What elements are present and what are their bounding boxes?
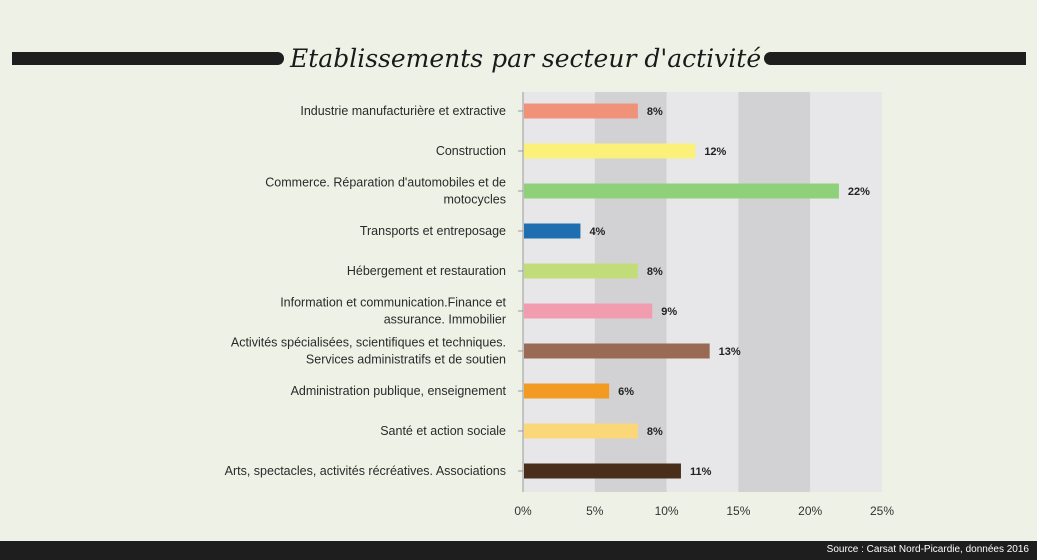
category-label: Information et communication.Finance et a… xyxy=(280,296,506,327)
x-tick-label: 15% xyxy=(726,504,750,518)
x-tick-label: 10% xyxy=(655,504,679,518)
x-tick-label: 5% xyxy=(586,504,604,518)
chart-title: Etablissements par secteur d'activité xyxy=(290,44,762,73)
bar xyxy=(524,303,653,319)
category-label: Administration publique, enseignement xyxy=(291,384,507,398)
title-rule-left xyxy=(12,52,284,65)
bar xyxy=(524,263,638,279)
value-label: 4% xyxy=(589,226,605,238)
value-label: 8% xyxy=(647,266,663,278)
category-label: Construction xyxy=(436,144,506,158)
value-label: 13% xyxy=(719,346,741,358)
category-label: Arts, spectacles, activités récréatives.… xyxy=(225,464,506,478)
value-label: 6% xyxy=(618,386,634,398)
category-label-line: Santé et action sociale xyxy=(380,424,506,438)
category-label: Industrie manufacturière et extractive xyxy=(300,104,506,118)
grid-band xyxy=(738,92,811,492)
category-labels: Industrie manufacturière et extractive Co… xyxy=(225,104,507,478)
x-tick-label: 25% xyxy=(870,504,894,518)
grid-band xyxy=(666,92,739,492)
x-tick-labels: 0% 5% 10% 15% 20% 25% xyxy=(514,504,894,518)
category-label: Santé et action sociale xyxy=(380,424,506,438)
title-bar: Etablissements par secteur d'activité xyxy=(0,42,1037,76)
footer-bar: Source : Carsat Nord-Picardie, données 2… xyxy=(0,541,1037,560)
category-label-line: Activités spécialisées, scientifiques et… xyxy=(231,336,506,350)
bar xyxy=(524,143,696,159)
category-label-line: Hébergement et restauration xyxy=(347,264,506,278)
bar xyxy=(524,223,581,239)
value-label: 8% xyxy=(647,426,663,438)
value-label: 12% xyxy=(704,146,726,158)
value-labels: 8% 12% 22% 4% 8% 9% 13% 6% 8% 11% xyxy=(589,106,870,478)
value-label: 8% xyxy=(647,106,663,118)
category-label-line: Information et communication.Finance et xyxy=(280,296,506,310)
bar xyxy=(524,103,638,119)
x-tick-label: 0% xyxy=(514,504,532,518)
category-label-line: Arts, spectacles, activités récréatives.… xyxy=(225,464,506,478)
category-label-line: assurance. Immobilier xyxy=(384,313,506,327)
category-label-line: Services administratifs et de soutien xyxy=(306,353,506,367)
bar-chart: 8% 12% 22% 4% 8% 9% 13% 6% 8% 11% Industrie manuf… xyxy=(225,92,894,518)
category-label: Transports et entreposage xyxy=(360,224,506,238)
category-label-line: motocycles xyxy=(443,193,506,207)
value-label: 11% xyxy=(690,466,712,478)
category-label: Commerce. Réparation d'automobiles et de… xyxy=(265,176,506,207)
value-label: 9% xyxy=(661,306,677,318)
source-note: Source : Carsat Nord-Picardie, données 2… xyxy=(826,544,1029,555)
category-label: Activités spécialisées, scientifiques et… xyxy=(231,336,506,367)
title-rule-right xyxy=(764,52,1026,65)
grid-band xyxy=(810,92,882,492)
category-label-line: Construction xyxy=(436,144,506,158)
x-tick-label: 20% xyxy=(798,504,822,518)
bar xyxy=(524,463,681,479)
bars xyxy=(524,103,839,479)
category-label: Hébergement et restauration xyxy=(347,264,506,278)
category-label-line: Administration publique, enseignement xyxy=(291,384,507,398)
value-label: 22% xyxy=(848,186,870,198)
category-label-line: Transports et entreposage xyxy=(360,224,506,238)
bar xyxy=(524,423,638,439)
bar xyxy=(524,183,839,199)
category-label-line: Industrie manufacturière et extractive xyxy=(300,104,506,118)
axes xyxy=(518,92,524,492)
bar xyxy=(524,383,610,399)
category-label-line: Commerce. Réparation d'automobiles et de xyxy=(265,176,506,190)
bar xyxy=(524,343,710,359)
